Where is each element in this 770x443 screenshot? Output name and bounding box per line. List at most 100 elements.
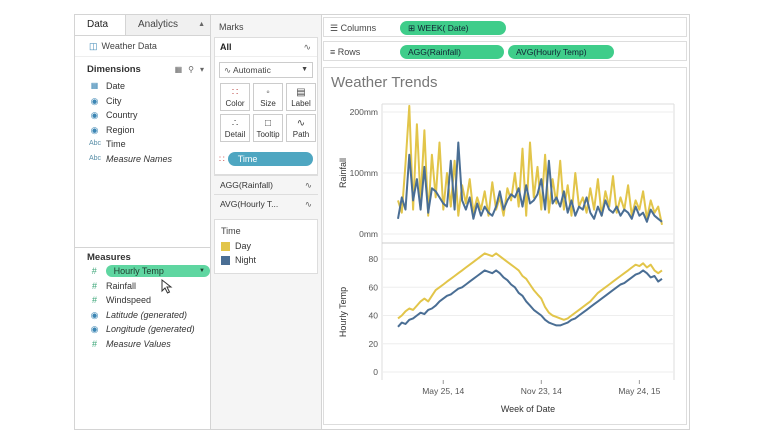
color-legend: Time Day Night bbox=[214, 219, 318, 274]
updown-icon[interactable]: ▲ bbox=[198, 21, 205, 28]
pill-label: WEEK( Date) bbox=[417, 23, 469, 33]
chevron-down-icon: ▼ bbox=[301, 66, 308, 73]
marks-all-label: All bbox=[220, 42, 232, 52]
y-tick-label: 100mm bbox=[350, 168, 378, 178]
dimensions-title: Dimensions bbox=[87, 64, 141, 75]
field-longitude[interactable]: ◉ Longitude (generated) bbox=[75, 322, 210, 337]
y-tick-label: 0 bbox=[373, 367, 378, 377]
field-region[interactable]: ◉ Region bbox=[75, 123, 210, 138]
field-label: Latitude (generated) bbox=[106, 309, 188, 320]
view-title: Weather Trends bbox=[331, 74, 438, 91]
abc-icon: Abc bbox=[89, 140, 102, 147]
tab-analytics-label: Analytics bbox=[138, 19, 179, 30]
label-label: Label bbox=[291, 99, 311, 108]
chevron-down-icon: ▼ bbox=[199, 268, 205, 275]
rows-pill-rainfall[interactable]: AGG(Rainfall) bbox=[400, 45, 504, 59]
legend-item-day[interactable]: Day bbox=[221, 239, 312, 253]
line-mark-icon: ∿ bbox=[304, 180, 312, 190]
size-label: Size bbox=[260, 99, 276, 108]
line-mark-icon: ∿ bbox=[224, 65, 232, 75]
tooltip-button[interactable]: □ Tooltip bbox=[253, 114, 283, 142]
dimensions-header: Dimensions ▦ ⚲ ▾ bbox=[75, 61, 210, 79]
columns-pill-week-date[interactable]: ⊞ WEEK( Date) bbox=[400, 21, 506, 35]
color-label: Color bbox=[225, 99, 245, 108]
tab-analytics[interactable]: Analytics ▲ bbox=[125, 15, 210, 35]
data-pane: Data Analytics ▲ ◫ Weather Data Dimensio… bbox=[75, 15, 211, 429]
field-label: Country bbox=[106, 110, 138, 120]
field-label: Time bbox=[106, 139, 126, 149]
field-latitude[interactable]: ◉ Latitude (generated) bbox=[75, 308, 210, 323]
chevron-down-icon[interactable]: ▾ bbox=[199, 65, 204, 74]
time-color-pill[interactable]: Time bbox=[227, 152, 313, 166]
series-line-night bbox=[397, 269, 663, 328]
legend-title: Time bbox=[221, 226, 241, 236]
weather-chart[interactable]: 0mm 100mm 200mm Rainfall 0 20 40 60 80 Hourly Tem… bbox=[324, 68, 686, 424]
color-button[interactable]: ∷ Color bbox=[220, 83, 250, 111]
grid-view-icon[interactable]: ▦ bbox=[174, 65, 183, 74]
detail-icon: ∴ bbox=[231, 118, 239, 129]
datasource-icon: ◫ bbox=[89, 41, 98, 51]
field-city[interactable]: ◉ City bbox=[75, 94, 210, 109]
color-icon: ∷ bbox=[219, 153, 225, 164]
field-windspeed[interactable]: # Windspeed bbox=[75, 293, 210, 308]
color-field-row: ∷ Time bbox=[219, 152, 313, 166]
field-measure-values[interactable]: # Measure Values bbox=[75, 337, 210, 352]
tooltip-icon: □ bbox=[264, 118, 272, 129]
detail-label: Detail bbox=[224, 130, 246, 139]
series-line-day bbox=[397, 104, 663, 226]
columns-icon: ☰ bbox=[330, 23, 339, 33]
measures-header: Measures bbox=[75, 249, 222, 267]
legend-item-night[interactable]: Night bbox=[221, 253, 312, 267]
legend-label: Day bbox=[235, 241, 252, 251]
field-time[interactable]: Abc Time bbox=[75, 137, 210, 152]
y-tick-label: 200mm bbox=[350, 107, 378, 117]
color-icon: ∷ bbox=[231, 87, 239, 98]
search-icon[interactable]: ⚲ bbox=[188, 65, 194, 74]
dimensions-list: ▦ Date ◉ City ◉ Country ◉ Region Abc Time Abc… bbox=[75, 79, 210, 166]
viz-view: Weather Trends 0mm 100mm 200mm Rainfall 0 20 4… bbox=[323, 67, 687, 425]
marks-buttons: ∷ Color ◦ Size ▤ Label ∴ Detail □ Tooltip ∿ Pa… bbox=[220, 83, 316, 142]
path-label: Path bbox=[292, 130, 310, 139]
legend-label: Night bbox=[235, 255, 257, 265]
field-label: Windspeed bbox=[106, 295, 152, 305]
line-mark-icon: ∿ bbox=[304, 199, 312, 209]
field-date[interactable]: ▦ Date bbox=[75, 79, 210, 94]
marks-temp-label: AVG(Hourly T... bbox=[220, 199, 279, 209]
columns-shelf[interactable]: ☰ Columns ⊞ WEEK( Date) bbox=[323, 17, 687, 37]
field-country[interactable]: ◉ Country bbox=[75, 108, 210, 123]
pane-divider[interactable] bbox=[75, 247, 210, 248]
dragging-pill[interactable]: Hourly Temp ▼ bbox=[105, 265, 210, 278]
field-label: Region bbox=[106, 124, 135, 135]
number-icon: # bbox=[91, 295, 97, 305]
path-button[interactable]: ∿ Path bbox=[286, 114, 316, 142]
marks-rainfall-label: AGG(Rainfall) bbox=[220, 180, 273, 190]
measures-list: # Hourly Temp ▼ # Rainfall # Windspeed ◉ Lat… bbox=[75, 264, 210, 351]
plus-icon: ⊞ bbox=[408, 23, 416, 33]
measures-title: Measures bbox=[87, 252, 131, 263]
dimensions-tools: ▦ ⚲ ▾ bbox=[175, 61, 204, 79]
x-tick-label: Nov 23, 14 bbox=[521, 386, 562, 396]
field-rainfall[interactable]: # Rainfall bbox=[75, 279, 210, 294]
field-hourly-temp[interactable]: # Hourly Temp ▼ bbox=[75, 264, 210, 279]
label-button[interactable]: ▤ Label bbox=[286, 83, 316, 111]
field-label: Rainfall bbox=[106, 280, 137, 291]
line-mark-icon: ∿ bbox=[303, 42, 311, 52]
tab-data[interactable]: Data bbox=[75, 15, 125, 35]
tooltip-label: Tooltip bbox=[256, 130, 280, 139]
detail-button[interactable]: ∴ Detail bbox=[220, 114, 250, 142]
series-line-day bbox=[397, 252, 663, 321]
marks-rainfall-row[interactable]: AGG(Rainfall) ∿ bbox=[214, 175, 318, 194]
rows-pill-hourly-temp[interactable]: AVG(Hourly Temp) bbox=[508, 45, 614, 59]
number-icon: # bbox=[91, 280, 97, 291]
rows-shelf[interactable]: ≡ Rows AGG(Rainfall) AVG(Hourly Temp) bbox=[323, 41, 687, 61]
marks-card: All ∿ ∿ Automatic ▼ ∷ Color ◦ Size ▤ Label … bbox=[214, 37, 318, 175]
size-button[interactable]: ◦ Size bbox=[253, 83, 283, 111]
marks-all-row[interactable]: All ∿ bbox=[215, 38, 317, 57]
marks-temp-row[interactable]: AVG(Hourly T... ∿ bbox=[214, 194, 318, 213]
datasource-item[interactable]: ◫ Weather Data bbox=[75, 36, 210, 57]
columns-shelf-label: ☰ Columns bbox=[330, 18, 400, 38]
x-tick-label: May 24, 15 bbox=[618, 386, 660, 396]
field-measure-names[interactable]: Abc Measure Names bbox=[75, 152, 210, 167]
mark-type-select[interactable]: ∿ Automatic ▼ bbox=[219, 62, 313, 78]
size-icon: ◦ bbox=[266, 87, 270, 98]
